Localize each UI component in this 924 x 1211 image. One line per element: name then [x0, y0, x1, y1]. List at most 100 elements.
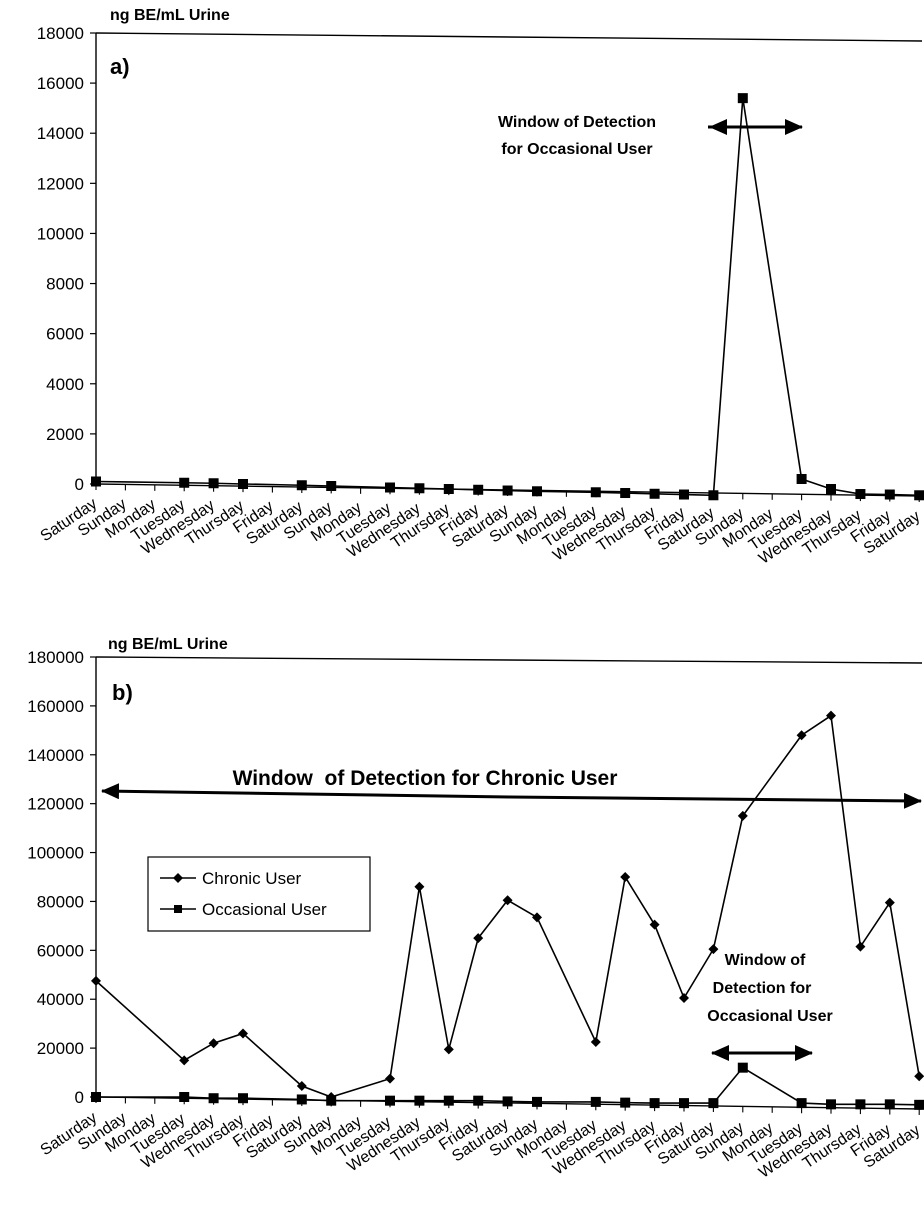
panelA-top-frame: [95, 32, 923, 42]
chart-b-series: [91, 710, 924, 1110]
panelB-point-occasional-user: [296, 1094, 307, 1105]
panelB-y-tick-label: 140000: [27, 746, 84, 765]
panelA-y-tick-label: 12000: [37, 174, 84, 193]
chart-a-ylabel: ng BE/mL Urine: [110, 7, 230, 24]
panelA-y-tick-label: 8000: [46, 275, 84, 294]
legend-occasional-label: Occasional User: [202, 900, 327, 919]
panelB-point-occasional-user: [884, 1099, 895, 1110]
panelA-point-occasional-user: [414, 483, 425, 494]
chart-a-axes: [95, 32, 923, 497]
panelB-point-chronic-user: [532, 912, 542, 923]
panelB-point-chronic-user: [620, 872, 631, 882]
panelB-point-occasional-user: [590, 1096, 601, 1107]
panelA-point-occasional-user: [590, 487, 601, 498]
chart-b-y-ticks: 0 20000 40000 60000 80000 100000 120000 140000 1…: [27, 648, 96, 1107]
chart-b-occasional-line1: Window of: [725, 952, 806, 969]
panelB-point-occasional-user: [679, 1098, 689, 1109]
panelA-point-occasional-user: [473, 484, 484, 495]
panelA-point-occasional-user: [679, 489, 689, 500]
panelB-y-tick-label: 40000: [37, 990, 84, 1009]
panelB-y-tick-label: 160000: [27, 697, 84, 716]
panelB-point-chronic-user: [502, 895, 513, 906]
panelB-point-occasional-user: [649, 1098, 660, 1109]
panelB-point-occasional-user: [532, 1096, 542, 1107]
chart-a-panel-label: a): [110, 54, 130, 79]
chart-b-chronic-arrow-right: [509, 792, 922, 809]
panelA-point-occasional-user: [91, 476, 101, 487]
panelB-point-chronic-user: [649, 919, 660, 930]
panelA-point-occasional-user: [914, 490, 924, 501]
chart-b-occasional-window: Window of Detection for Occasional User: [707, 952, 833, 1061]
chart-b: 0 20000 40000 60000 80000 100000 120000 140000 1…: [27, 636, 924, 1182]
panelA-point-occasional-user: [502, 485, 513, 496]
panelA-y-tick-label: 10000: [37, 224, 84, 243]
panelB-point-occasional-user: [502, 1096, 513, 1107]
panelA-y-tick-label: 2000: [46, 425, 84, 444]
panelA-point-occasional-user: [737, 93, 748, 104]
panelB-y-tick-label: 120000: [27, 795, 84, 814]
panelA-point-occasional-user: [179, 477, 190, 488]
panelA-point-occasional-user: [826, 484, 836, 495]
panelB-point-chronic-user: [473, 933, 484, 944]
panelB-y-tick-label: 20000: [37, 1039, 84, 1058]
panelB-point-occasional-user: [414, 1095, 425, 1106]
panelB-point-chronic-user: [208, 1038, 219, 1049]
panelB-point-occasional-user: [737, 1062, 748, 1073]
chart-a-annotation: Window of Detection for Occasional User: [498, 114, 803, 158]
panelB-y-tick-label: 0: [75, 1088, 84, 1107]
panelB-y-tick-label: 100000: [27, 844, 84, 863]
panelB-point-chronic-user: [914, 1071, 924, 1082]
panelB-point-chronic-user: [708, 944, 719, 955]
panelA-y-tick-label: 14000: [37, 124, 84, 143]
panelA-point-occasional-user: [443, 484, 454, 495]
panelB-point-occasional-user: [708, 1098, 719, 1109]
chart-b-ylabel: ng BE/mL Urine: [108, 636, 228, 653]
chart-b-occasional-line2: Detection for: [713, 980, 812, 997]
panelB-point-chronic-user: [884, 897, 895, 908]
chart-b-panel-label: b): [112, 680, 133, 705]
panelB-point-chronic-user: [590, 1037, 601, 1047]
panelB-point-chronic-user: [737, 810, 748, 821]
legend-chronic-label: Chronic User: [202, 869, 302, 888]
chart-b-legend: Chronic User Occasional User: [147, 856, 371, 932]
panelA-point-occasional-user: [620, 488, 631, 499]
chart-b-chronic-window: Window of Detection for Chronic User: [101, 767, 922, 809]
panelB-point-occasional-user: [855, 1099, 866, 1110]
chart-b-chronic-arrow-left: [101, 783, 511, 800]
panelB-point-occasional-user: [914, 1099, 924, 1110]
panelB-point-chronic-user: [91, 975, 101, 986]
chart-b-legend-box: [147, 856, 371, 932]
panelB-point-occasional-user: [179, 1092, 190, 1102]
panelA-point-occasional-user: [708, 490, 719, 501]
legend-item-chronic: Chronic User: [160, 869, 302, 888]
chart-a-annotation-line2: for Occasional User: [501, 141, 652, 158]
panelB-point-occasional-user: [473, 1095, 484, 1106]
legend-chronic-marker: [173, 873, 183, 883]
panelB-point-chronic-user: [385, 1073, 395, 1084]
panelB-point-chronic-user: [414, 881, 425, 892]
panelA-y-tick-label: 16000: [37, 74, 84, 93]
panelB-point-chronic-user: [443, 1044, 454, 1055]
panelA-y-tick-label: 18000: [37, 24, 84, 43]
chart-b-chronic-window-label: Window of Detection for Chronic User: [233, 767, 618, 790]
panelB-point-occasional-user: [620, 1097, 631, 1108]
panelA-point-occasional-user: [532, 486, 542, 497]
panelB-point-chronic-user: [296, 1081, 307, 1091]
panelB-point-occasional-user: [238, 1093, 248, 1104]
chart-a-y-ticks: 0 2000 4000 6000 8000 10000 12000 14000 16000 180…: [37, 24, 96, 494]
panelB-point-chronic-user: [826, 710, 836, 721]
panelB-point-chronic-user: [796, 730, 807, 741]
legend-item-occasional: Occasional User: [160, 900, 327, 919]
chart-a-x-ticks: SaturdaySundayMondayTuesdayWednesdayThur…: [38, 484, 923, 568]
panelB-point-occasional-user: [826, 1099, 836, 1110]
panelA-point-occasional-user: [855, 489, 866, 500]
panelB-point-occasional-user: [385, 1095, 395, 1106]
panelB-point-occasional-user: [443, 1095, 454, 1106]
panelA-point-occasional-user: [649, 488, 660, 499]
legend-occasional-marker: [174, 905, 182, 913]
panelA-point-occasional-user: [296, 480, 307, 491]
panelA-y-tick-label: 6000: [46, 325, 84, 344]
panelB-point-occasional-user: [208, 1093, 219, 1104]
panelB-point-chronic-user: [179, 1055, 190, 1066]
